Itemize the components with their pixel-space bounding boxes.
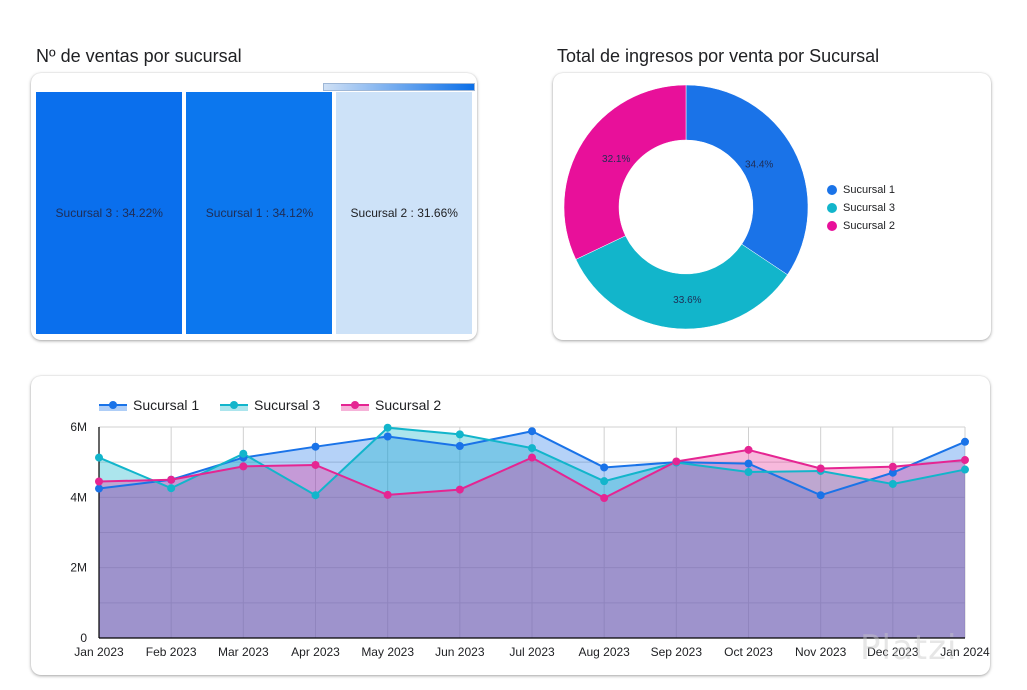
x-tick-label: Jul 2023 <box>509 645 555 659</box>
data-point-sucursal-1[interactable] <box>961 437 969 446</box>
x-tick-label: Jan 2024 <box>940 645 990 659</box>
legend-dot-icon <box>827 203 837 213</box>
donut-chart: 34.4% 33.6% 32.1% <box>563 84 809 330</box>
donut-slice-sucursal-1[interactable] <box>685 84 809 276</box>
data-point-sucursal-1[interactable] <box>95 484 103 493</box>
legend-label: Sucursal 2 <box>375 397 441 413</box>
area-sucursal-2 <box>99 449 965 638</box>
x-tick-label: May 2023 <box>361 645 414 659</box>
data-point-sucursal-1[interactable] <box>600 463 609 472</box>
treemap-card: Sucursal 3 : 34.22% Sucursal 1 : 34.12% … <box>31 73 477 340</box>
legend-label: Sucursal 3 <box>843 202 895 214</box>
data-point-sucursal-3[interactable] <box>95 453 103 462</box>
treemap-cell-sucursal-1[interactable]: Sucursal 1 : 34.12% <box>186 92 333 334</box>
y-tick-label: 2M <box>70 561 87 575</box>
data-point-sucursal-1[interactable] <box>744 459 753 468</box>
data-point-sucursal-2[interactable] <box>455 485 464 494</box>
data-point-sucursal-3[interactable] <box>455 430 464 439</box>
donut-legend: Sucursal 1 Sucursal 3 Sucursal 2 <box>827 181 895 235</box>
x-tick-label: Jun 2023 <box>435 645 485 659</box>
donut-legend-item[interactable]: Sucursal 3 <box>827 199 895 217</box>
data-point-sucursal-1[interactable] <box>528 427 536 436</box>
platzi-watermark: Platzi <box>860 628 958 668</box>
donut-slice-label: 34.4% <box>745 160 773 171</box>
area-legend-item[interactable]: Sucursal 1 <box>99 397 199 413</box>
data-point-sucursal-1[interactable] <box>455 441 464 450</box>
donut-title: Total de ingresos por venta por Sucursal <box>557 46 880 66</box>
data-point-sucursal-3[interactable] <box>311 491 320 500</box>
x-tick-label: Dec 2023 <box>867 645 919 659</box>
data-point-sucursal-2[interactable] <box>383 490 392 499</box>
donut-slice-sucursal-2[interactable] <box>563 84 687 260</box>
legend-label: Sucursal 1 <box>133 397 199 413</box>
donut-slice-sucursal-3[interactable] <box>575 235 788 330</box>
x-tick-label: Jan 2023 <box>74 645 124 659</box>
data-point-sucursal-2[interactable] <box>167 475 176 484</box>
color-scale-legend <box>323 83 475 91</box>
legend-marker-icon <box>230 401 238 409</box>
data-point-sucursal-3[interactable] <box>744 468 753 477</box>
x-tick-label: Oct 2023 <box>724 645 773 659</box>
area-sucursal-3 <box>99 427 965 638</box>
area-legend-item[interactable]: Sucursal 2 <box>341 397 441 413</box>
treemap-cell-sucursal-3[interactable]: Sucursal 3 : 34.22% <box>36 92 183 334</box>
data-point-sucursal-3[interactable] <box>383 423 392 432</box>
data-point-sucursal-2[interactable] <box>816 464 825 473</box>
area-sucursal-1 <box>99 431 965 638</box>
legend-dot-icon <box>827 221 837 231</box>
donut-slice-label: 32.1% <box>602 154 630 165</box>
y-tick-label: 0 <box>80 631 87 645</box>
data-point-sucursal-2[interactable] <box>961 456 969 465</box>
data-point-sucursal-2[interactable] <box>672 457 681 466</box>
legend-label: Sucursal 3 <box>254 397 320 413</box>
x-tick-label: Sep 2023 <box>651 645 703 659</box>
data-point-sucursal-3[interactable] <box>239 449 248 458</box>
donut-card: 34.4% 33.6% 32.1% Sucursal 1 Sucursal 3 Su… <box>553 73 991 340</box>
data-point-sucursal-2[interactable] <box>744 445 753 454</box>
x-tick-label: Mar 2023 <box>218 645 269 659</box>
data-point-sucursal-3[interactable] <box>961 465 969 474</box>
data-point-sucursal-3[interactable] <box>888 479 897 488</box>
x-tick-label: Apr 2023 <box>291 645 340 659</box>
data-point-sucursal-1[interactable] <box>888 468 897 477</box>
donut-legend-item[interactable]: Sucursal 2 <box>827 217 895 235</box>
data-point-sucursal-1[interactable] <box>816 491 825 500</box>
y-tick-label: 4M <box>70 490 87 504</box>
data-point-sucursal-2[interactable] <box>528 453 536 462</box>
legend-label: Sucursal 2 <box>843 220 895 232</box>
data-point-sucursal-1[interactable] <box>383 432 392 441</box>
x-tick-label: Feb 2023 <box>146 645 197 659</box>
data-point-sucursal-2[interactable] <box>888 462 897 471</box>
area-chart-card: 0 2M 4M 6M Jan 2023 Feb 2023 Mar 2023 Apr 2023 M… <box>31 376 990 675</box>
data-point-sucursal-2[interactable] <box>239 462 248 471</box>
legend-marker-icon <box>351 401 359 409</box>
treemap-cell-sucursal-2[interactable]: Sucursal 2 : 31.66% <box>336 92 472 334</box>
legend-label: Sucursal 1 <box>843 184 895 196</box>
data-point-sucursal-2[interactable] <box>600 494 609 503</box>
x-tick-label: Aug 2023 <box>578 645 630 659</box>
legend-marker-icon <box>109 401 117 409</box>
data-point-sucursal-2[interactable] <box>311 460 320 469</box>
data-point-sucursal-3[interactable] <box>167 484 176 493</box>
data-point-sucursal-2[interactable] <box>95 477 103 486</box>
y-tick-label: 6M <box>70 420 87 434</box>
data-point-sucursal-3[interactable] <box>600 477 609 486</box>
area-chart: 0 2M 4M 6M Jan 2023 Feb 2023 Mar 2023 Apr 2023 M… <box>70 397 990 659</box>
donut-slice-label: 33.6% <box>673 295 701 306</box>
legend-dot-icon <box>827 185 837 195</box>
data-point-sucursal-1[interactable] <box>311 442 320 451</box>
donut-legend-item[interactable]: Sucursal 1 <box>827 181 895 199</box>
treemap-title: Nº de ventas por sucursal <box>36 46 242 66</box>
area-legend-item[interactable]: Sucursal 3 <box>220 397 320 413</box>
data-point-sucursal-3[interactable] <box>528 444 536 453</box>
x-tick-label: Nov 2023 <box>795 645 847 659</box>
